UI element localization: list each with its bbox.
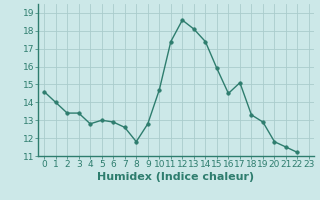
X-axis label: Humidex (Indice chaleur): Humidex (Indice chaleur) xyxy=(97,172,255,182)
